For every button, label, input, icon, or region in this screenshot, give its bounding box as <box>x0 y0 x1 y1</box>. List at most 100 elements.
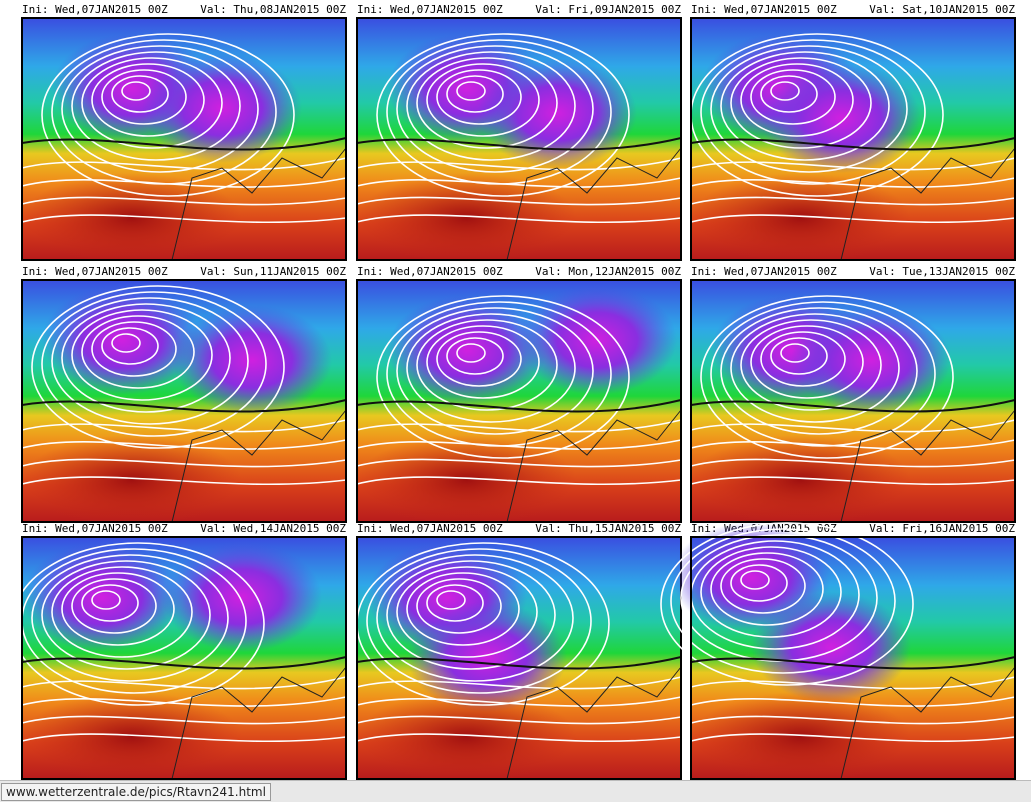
panel-init: Ini: Wed,07JAN2015 00Z <box>22 265 168 278</box>
isobar <box>700 295 954 459</box>
isobar <box>81 315 195 389</box>
isobar <box>670 528 896 674</box>
isobar <box>416 319 558 411</box>
isobar <box>690 476 1016 486</box>
isobar <box>356 177 682 188</box>
front-line <box>690 656 1016 670</box>
status-url: www.wetterzentrale.de/pics/Rtavn241.html <box>1 783 271 801</box>
isobar <box>366 548 592 694</box>
panel-valid: Val: Sun,11JAN2015 00Z <box>200 265 346 278</box>
map-frame <box>356 536 682 780</box>
panel-valid: Val: Thu,15JAN2015 00Z <box>535 522 681 535</box>
isobar <box>21 476 347 486</box>
isobar <box>730 57 872 149</box>
isobar <box>356 696 682 707</box>
isobar <box>436 69 522 125</box>
isobar <box>770 81 800 101</box>
map-panel: Ini: Wed,07JAN2015 00Z Val: Sun,11JAN2015… <box>21 265 347 525</box>
front-line <box>356 399 682 413</box>
isobar <box>750 69 836 125</box>
high-pressure-area <box>691 173 911 263</box>
isobar <box>690 157 1016 171</box>
front-line <box>356 137 682 151</box>
isobar <box>356 458 682 468</box>
panel-valid: Val: Mon,12JAN2015 00Z <box>535 265 681 278</box>
isobar <box>356 676 682 690</box>
coastline <box>840 147 1016 261</box>
isobar <box>21 676 347 690</box>
front-line <box>21 137 347 151</box>
isobar <box>740 570 770 590</box>
status-bar: www.wetterzentrale.de/pics/Rtavn241.html <box>0 780 1031 802</box>
coastline <box>171 409 347 523</box>
map-frame <box>21 279 347 523</box>
panel-init: Ini: Wed,07JAN2015 00Z <box>357 3 503 16</box>
map <box>356 536 682 780</box>
coastline <box>840 409 1016 523</box>
map-grid: Ini: Wed,07JAN2015 00Z Val: Thu,08JAN2015… <box>11 3 1016 780</box>
isobar <box>356 733 682 743</box>
map-frame <box>21 17 347 261</box>
panel-init: Ini: Wed,07JAN2015 00Z <box>691 3 837 16</box>
isobar <box>356 439 682 450</box>
isobar <box>31 285 285 449</box>
isobar <box>31 554 229 682</box>
panel-init: Ini: Wed,07JAN2015 00Z <box>357 522 503 535</box>
isobar <box>710 45 908 173</box>
isobar <box>456 343 486 363</box>
isobar <box>690 196 1016 206</box>
map <box>21 17 347 263</box>
isobar <box>426 325 540 399</box>
isobar <box>416 57 558 149</box>
coastline <box>506 409 682 523</box>
isobar <box>21 715 347 725</box>
isobar <box>61 45 259 173</box>
isobar <box>690 214 1016 224</box>
panel-init: Ini: Wed,07JAN2015 00Z <box>22 3 168 16</box>
isobar <box>406 313 576 423</box>
isobar <box>690 696 1016 707</box>
isobar <box>770 337 828 375</box>
isobar <box>356 476 682 486</box>
panel-valid: Val: Thu,08JAN2015 00Z <box>200 3 346 16</box>
isobar <box>660 522 914 686</box>
isobar <box>730 313 900 423</box>
isobar <box>406 51 576 161</box>
isobar <box>356 157 682 171</box>
front-line <box>356 656 682 670</box>
panel-init: Ini: Wed,07JAN2015 00Z <box>22 522 168 535</box>
isobar <box>416 578 502 634</box>
isobar <box>690 733 1016 743</box>
isobar <box>690 177 1016 188</box>
isobar <box>71 309 213 401</box>
panel-valid: Val: Wed,14JAN2015 00Z <box>200 522 346 535</box>
isobar <box>730 564 788 602</box>
isobar <box>41 291 267 437</box>
isobar <box>356 419 682 433</box>
isobar <box>710 301 936 447</box>
panel-valid: Val: Fri,09JAN2015 00Z <box>535 3 681 16</box>
isobar <box>720 558 806 614</box>
isobar <box>71 578 157 634</box>
isobar <box>21 157 347 171</box>
map-panel: Ini: Wed,07JAN2015 00Z Val: Wed,14JAN2015… <box>11 522 347 780</box>
map-frame <box>690 17 1016 261</box>
isobar <box>11 542 265 706</box>
isobar <box>356 214 682 224</box>
map-panel: Ini: Wed,07JAN2015 00Z Val: Tue,13JAN2015… <box>690 265 1016 525</box>
isobar <box>740 319 882 411</box>
isobar <box>690 676 1016 690</box>
isobar <box>760 331 846 387</box>
isobar <box>21 177 347 188</box>
isobar <box>690 439 1016 450</box>
isobar <box>61 303 231 413</box>
isobar <box>740 63 854 137</box>
low-pressure-area <box>407 602 567 712</box>
isobar <box>21 439 347 450</box>
isobar <box>81 584 139 622</box>
panel-valid: Val: Fri,16JAN2015 00Z <box>869 522 1015 535</box>
isobar <box>41 33 295 197</box>
isobar <box>101 69 187 125</box>
front-line <box>21 399 347 413</box>
